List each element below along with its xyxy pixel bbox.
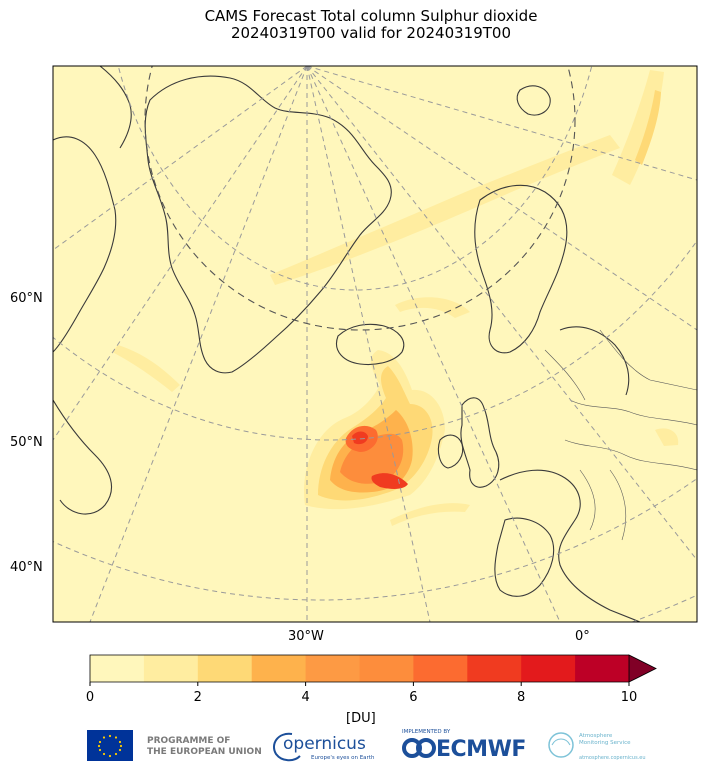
baltic-coast [559, 326, 630, 396]
scandinavia-coast [474, 184, 568, 354]
atmosphere-logo-icon [548, 732, 574, 758]
colorbar-bin-2 [197, 655, 253, 682]
ecmwf-wordmark: ECMWF [436, 737, 526, 762]
graticule [53, 66, 697, 622]
ecmwf-logo-icon [402, 738, 436, 758]
eu-flag-logo [87, 730, 133, 761]
lat-label-50n: 50°N [10, 435, 43, 450]
colorbar-tick-label: 6 [409, 690, 418, 705]
ireland-coast [437, 434, 464, 469]
ecmwf-implemented-by: IMPLEMENTED BY [402, 729, 451, 735]
lat-label-40n: 40°N [10, 560, 43, 575]
colorbar-bin-0 [90, 655, 145, 682]
greenland-coast [144, 75, 392, 374]
colorbar [89, 654, 657, 686]
lon-label-30w: 30°W [288, 629, 324, 644]
so2-plume-high [330, 410, 413, 493]
baffin-coast [53, 136, 117, 353]
colorbar-tick-label: 0 [85, 690, 95, 705]
colorbar-bin-1 [143, 655, 199, 682]
europe-coast [499, 469, 641, 622]
map-frame [52, 65, 698, 623]
chart-subtitle: 20240319T00 valid for 20240319T00 [230, 24, 512, 42]
iberia-coast [494, 517, 555, 597]
lon-label-0: 0° [575, 629, 590, 644]
colorbar-bin-6 [413, 655, 468, 682]
atmosphere-line2: Monitoring Service [579, 740, 631, 746]
atmosphere-line1: Atmosphere [579, 733, 613, 739]
colorbar-frame [89, 654, 629, 683]
atmosphere-url: atmosphere.copernicus.eu [579, 755, 646, 761]
copernicus-logo [273, 732, 301, 762]
eu-programme-line1: PROGRAMME OF [147, 736, 231, 746]
colorbar-bin-3 [251, 655, 307, 682]
colorbar-tick-label: 2 [193, 690, 202, 705]
lat-label-60n: 60°N [10, 291, 43, 306]
country-borders [544, 329, 697, 541]
arctic-circle [144, 66, 576, 331]
colorbar-tick-label: 8 [517, 690, 526, 705]
colorbar-bin-8 [521, 655, 576, 682]
atmosphere-service-name: Atmosphere Monitoring Service [579, 733, 631, 747]
chart-title: CAMS Forecast Total column Sulphur dioxi… [204, 7, 538, 25]
svalbard-coast [516, 85, 551, 116]
copernicus-tagline: Europe's eyes on Earth [311, 755, 375, 761]
colorbar-bin-9 [575, 655, 630, 682]
colorbar-bin-4 [305, 655, 360, 682]
colorbar-bin-5 [359, 655, 414, 682]
britain-coast [460, 397, 500, 488]
iceland-coast [336, 323, 405, 366]
colorbar-tick-label: 10 [620, 690, 638, 705]
colorbar-unit: [DU] [346, 711, 376, 726]
canada-east-coast [53, 399, 113, 515]
colorbar-extend-arrow [628, 654, 657, 683]
eu-programme-line2: THE EUROPEAN UNION [147, 747, 262, 757]
colorbar-bin-7 [467, 655, 522, 682]
copernicus-wordmark: opernicus [283, 734, 366, 754]
colorbar-tick-label: 4 [301, 690, 310, 705]
